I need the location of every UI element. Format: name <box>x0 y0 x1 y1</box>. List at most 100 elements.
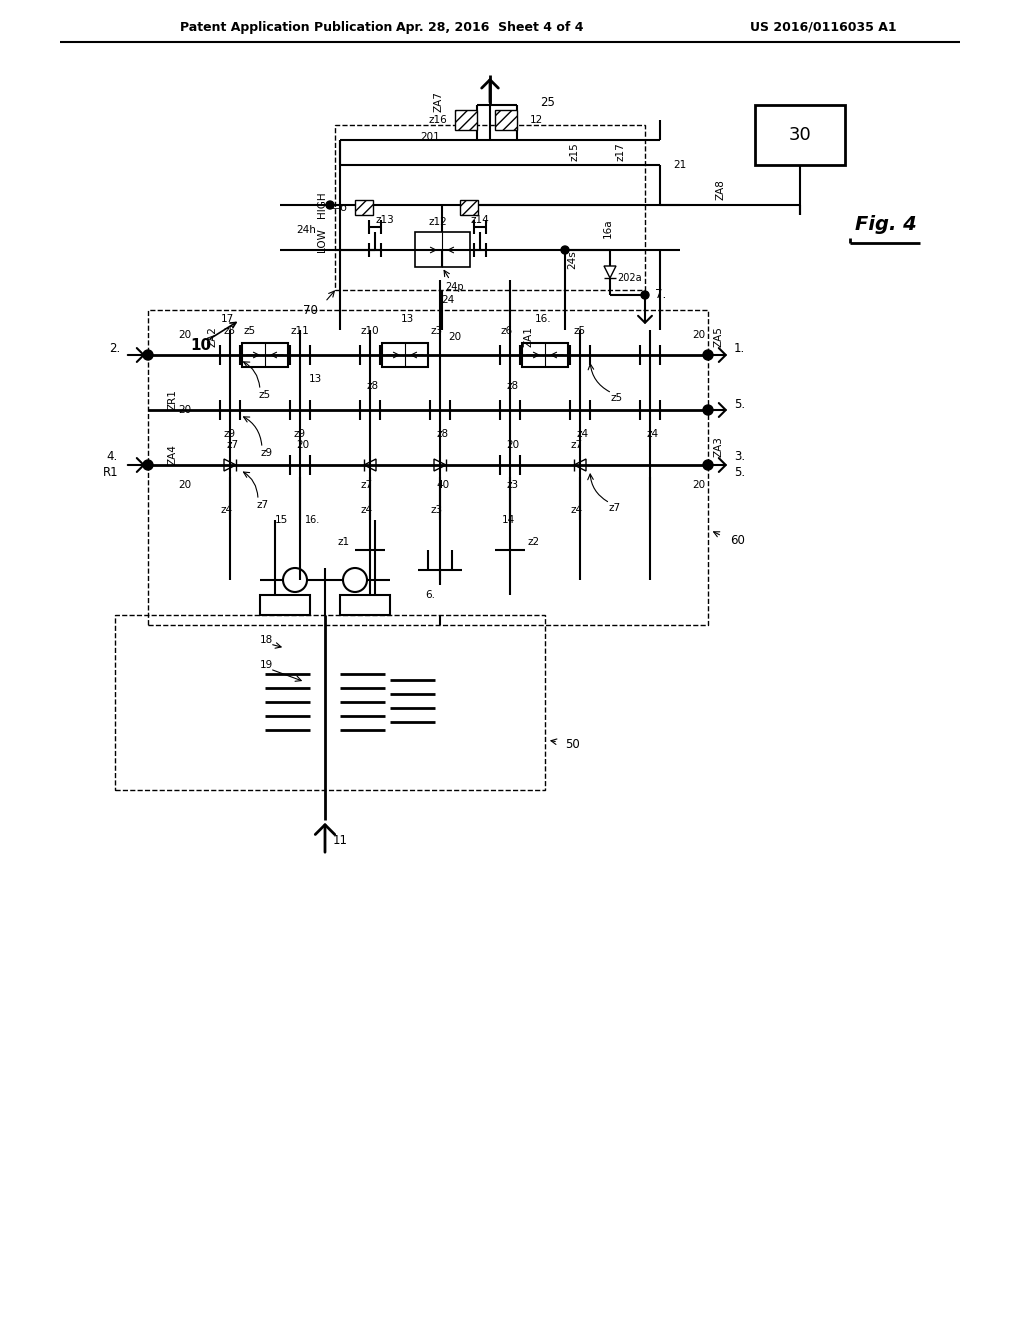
Text: 24h: 24h <box>296 224 316 235</box>
Text: z1: z1 <box>338 537 350 546</box>
Text: z3: z3 <box>507 480 519 490</box>
Text: 30: 30 <box>788 125 811 144</box>
Text: z8: z8 <box>437 429 450 440</box>
Text: 202a: 202a <box>617 273 642 282</box>
Text: z10: z10 <box>360 326 379 337</box>
Text: 7.: 7. <box>655 289 667 301</box>
Text: z7: z7 <box>571 440 583 450</box>
Bar <box>460 201 478 215</box>
Text: z5: z5 <box>573 326 586 337</box>
Text: 70: 70 <box>303 304 318 317</box>
Circle shape <box>561 246 569 253</box>
Text: ZR1: ZR1 <box>167 389 177 411</box>
Text: LOW: LOW <box>317 228 327 252</box>
Text: z7: z7 <box>609 503 622 513</box>
Text: 60: 60 <box>730 533 744 546</box>
Text: z4: z4 <box>360 506 373 515</box>
Text: 24: 24 <box>441 294 455 305</box>
Text: 25: 25 <box>540 95 555 108</box>
Text: 40: 40 <box>436 480 450 490</box>
Text: 3.: 3. <box>734 450 745 463</box>
Text: 14: 14 <box>502 515 515 525</box>
Text: 20: 20 <box>449 333 462 342</box>
Circle shape <box>703 405 713 414</box>
Text: Fig. 4: Fig. 4 <box>855 215 916 235</box>
Text: 10: 10 <box>190 338 211 352</box>
Text: Apr. 28, 2016  Sheet 4 of 4: Apr. 28, 2016 Sheet 4 of 4 <box>396 21 584 33</box>
Text: R1: R1 <box>102 466 118 479</box>
Text: 16a: 16a <box>603 218 613 238</box>
Text: ZA4: ZA4 <box>167 445 177 466</box>
Bar <box>495 110 517 129</box>
Text: 18: 18 <box>260 635 273 645</box>
Bar <box>455 110 477 129</box>
Text: 19: 19 <box>260 660 273 671</box>
Text: z9: z9 <box>224 429 237 440</box>
Bar <box>382 343 428 367</box>
Text: z7: z7 <box>360 480 373 490</box>
Text: z11: z11 <box>291 326 309 337</box>
Text: z15: z15 <box>570 143 580 161</box>
Text: 11: 11 <box>333 833 348 846</box>
Bar <box>260 595 310 615</box>
Circle shape <box>143 350 153 360</box>
Text: 1.: 1. <box>734 342 745 355</box>
Text: z7: z7 <box>257 500 269 510</box>
Text: 16.: 16. <box>535 314 551 323</box>
Text: 17: 17 <box>220 314 233 323</box>
Text: 13: 13 <box>400 314 414 323</box>
Text: z9: z9 <box>261 447 273 458</box>
Text: ZA8: ZA8 <box>715 180 725 201</box>
Text: 20: 20 <box>507 440 519 450</box>
Text: z16: z16 <box>428 115 447 125</box>
Text: z4: z4 <box>221 506 233 515</box>
Text: —o: —o <box>329 203 347 213</box>
Text: 50: 50 <box>565 738 580 751</box>
Text: z3: z3 <box>431 326 443 337</box>
Text: z2: z2 <box>528 537 540 546</box>
Text: ZA5: ZA5 <box>713 326 723 347</box>
Text: Patent Application Publication: Patent Application Publication <box>180 21 392 33</box>
Text: z4: z4 <box>647 429 659 440</box>
Text: 201: 201 <box>420 132 440 143</box>
Bar <box>522 343 568 367</box>
Bar <box>755 106 845 165</box>
Text: ZA3: ZA3 <box>713 437 723 458</box>
Text: ZA2: ZA2 <box>207 326 217 347</box>
Text: 5.: 5. <box>734 466 745 479</box>
Circle shape <box>703 350 713 360</box>
Text: 15: 15 <box>274 515 288 525</box>
Text: ZA7: ZA7 <box>433 91 443 112</box>
Text: z5: z5 <box>611 393 623 403</box>
Text: z3: z3 <box>431 506 443 515</box>
Text: 16.: 16. <box>305 515 321 525</box>
Circle shape <box>143 459 153 470</box>
Text: 20: 20 <box>296 440 309 450</box>
Text: 20: 20 <box>178 480 191 490</box>
Text: 20: 20 <box>178 330 191 341</box>
Text: z4: z4 <box>577 429 589 440</box>
Bar <box>355 201 373 215</box>
Text: 24p: 24p <box>445 282 464 292</box>
Text: 20: 20 <box>692 330 705 341</box>
Circle shape <box>641 290 649 300</box>
Text: z5: z5 <box>244 326 256 337</box>
Bar <box>242 343 288 367</box>
Text: ZA1: ZA1 <box>523 326 534 347</box>
Text: 4.: 4. <box>106 450 118 463</box>
Text: z14: z14 <box>471 215 489 224</box>
Bar <box>148 310 708 624</box>
Bar <box>115 615 545 789</box>
Text: 6.: 6. <box>425 590 435 601</box>
Bar <box>415 232 470 267</box>
Bar <box>335 125 645 290</box>
Text: z12: z12 <box>429 216 447 227</box>
Text: z4: z4 <box>571 506 583 515</box>
Text: HIGH: HIGH <box>317 191 327 218</box>
Circle shape <box>326 201 334 209</box>
Text: US 2016/0116035 A1: US 2016/0116035 A1 <box>750 21 897 33</box>
Text: z17: z17 <box>615 143 625 161</box>
Text: z5: z5 <box>224 326 237 337</box>
Text: z7: z7 <box>227 440 239 450</box>
Bar <box>340 595 390 615</box>
